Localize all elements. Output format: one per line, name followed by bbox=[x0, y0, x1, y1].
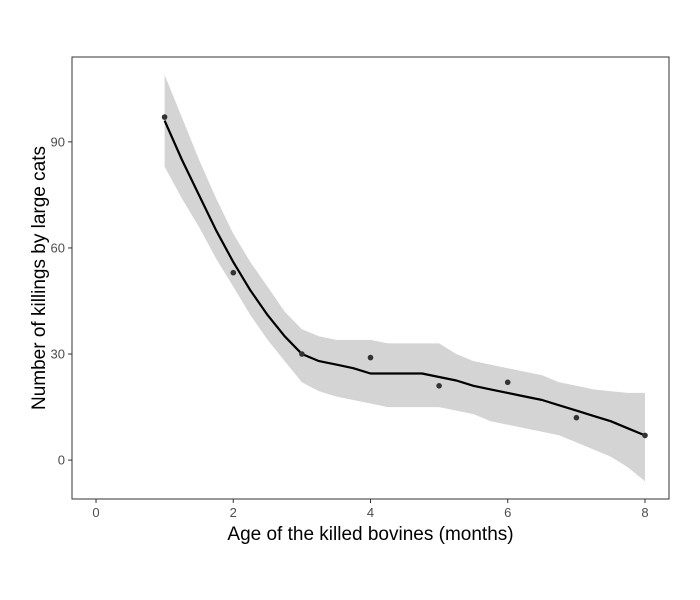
x-tick-label: 0 bbox=[92, 505, 99, 520]
y-axis-title: Number of killings by large cats bbox=[29, 146, 50, 410]
data-point bbox=[436, 383, 442, 389]
y-axis-ticks: 0 30 60 90 bbox=[51, 134, 72, 468]
data-point bbox=[161, 114, 168, 120]
y-tick-label: 60 bbox=[51, 240, 65, 255]
data-point bbox=[504, 379, 511, 386]
smooth-line-layer bbox=[163, 120, 646, 437]
data-point bbox=[299, 351, 305, 357]
x-tick-label: 2 bbox=[230, 505, 237, 520]
confidence-band-layer bbox=[164, 74, 645, 482]
smooth-fit-line bbox=[163, 120, 646, 437]
x-axis-title: Age of the killed bovines (months) bbox=[227, 524, 513, 545]
x-axis-ticks: 0 2 4 6 8 bbox=[92, 499, 649, 520]
data-point bbox=[642, 432, 648, 439]
y-tick-label: 30 bbox=[51, 347, 65, 362]
confidence-band bbox=[164, 74, 645, 482]
data-point bbox=[573, 414, 580, 421]
x-tick-label: 8 bbox=[641, 505, 648, 520]
y-tick-label: 90 bbox=[51, 134, 65, 149]
points-layer bbox=[161, 114, 648, 439]
x-tick-label: 6 bbox=[504, 505, 511, 520]
x-tick-label: 4 bbox=[367, 505, 374, 520]
data-point bbox=[367, 354, 374, 361]
data-point bbox=[230, 269, 237, 276]
y-tick-label: 0 bbox=[58, 453, 65, 468]
